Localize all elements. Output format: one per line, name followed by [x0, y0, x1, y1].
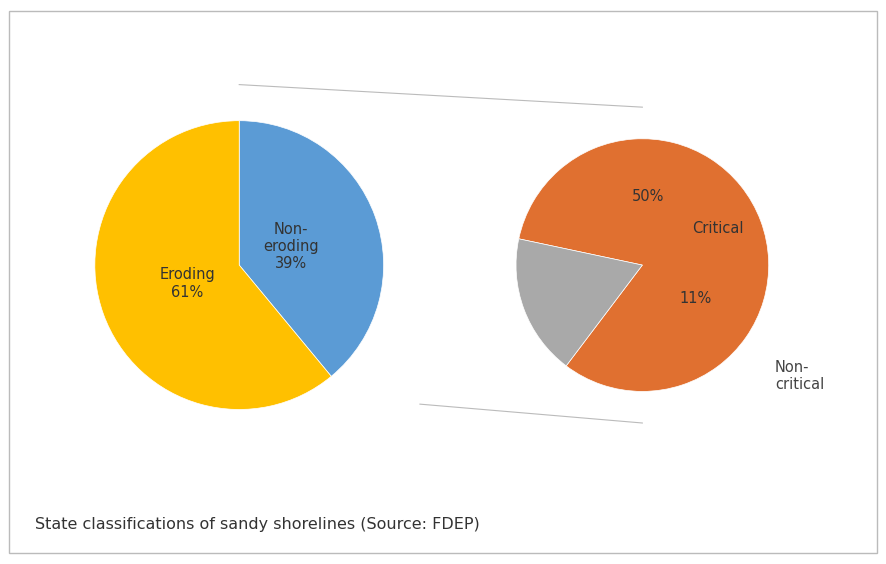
Text: Non-
eroding
39%: Non- eroding 39%: [263, 222, 319, 271]
Text: Critical: Critical: [692, 221, 743, 236]
Wedge shape: [95, 121, 331, 409]
Wedge shape: [516, 239, 642, 366]
Text: Non-
critical: Non- critical: [775, 360, 824, 392]
Text: State classifications of sandy shorelines (Source: FDEP): State classifications of sandy shoreline…: [35, 517, 480, 532]
Wedge shape: [519, 139, 769, 391]
Text: 11%: 11%: [680, 291, 712, 306]
Text: 50%: 50%: [632, 190, 664, 204]
Text: Eroding
61%: Eroding 61%: [159, 267, 215, 300]
Wedge shape: [239, 121, 384, 376]
